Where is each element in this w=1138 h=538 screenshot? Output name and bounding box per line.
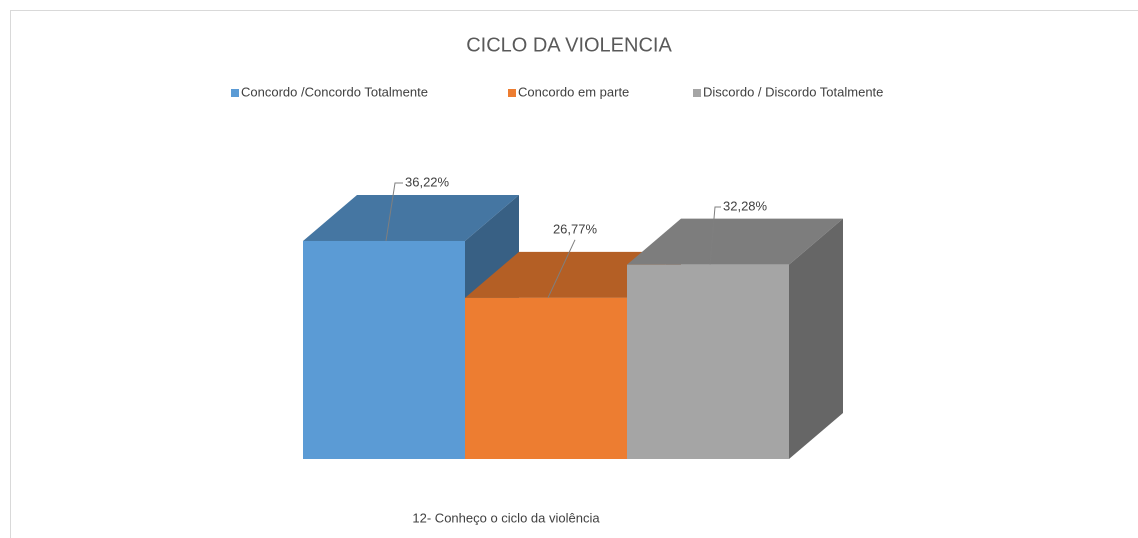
legend-label: Concordo em parte <box>518 84 629 99</box>
bar-top <box>627 218 843 265</box>
bar <box>465 297 627 459</box>
chart-title: CICLO DA VIOLENCIA <box>466 34 672 56</box>
chart-border <box>10 10 1138 538</box>
legend-swatch <box>508 89 516 97</box>
legend-label: Concordo /Concordo Totalmente <box>241 84 428 99</box>
category-label: 12- Conheço o ciclo da violência <box>412 510 600 525</box>
data-label: 26,77% <box>553 221 598 236</box>
data-label: 36,22% <box>405 174 450 189</box>
legend-swatch <box>231 89 239 97</box>
bar <box>303 240 465 459</box>
bar-top <box>303 194 519 241</box>
leader-line <box>547 239 576 299</box>
legend-swatch <box>693 89 701 97</box>
leader-line <box>709 206 721 265</box>
bar-side <box>789 218 843 459</box>
legend-label: Discordo / Discordo Totalmente <box>703 84 883 99</box>
data-label: 32,28% <box>723 198 768 213</box>
bar <box>627 264 789 459</box>
leader-line <box>385 182 403 242</box>
